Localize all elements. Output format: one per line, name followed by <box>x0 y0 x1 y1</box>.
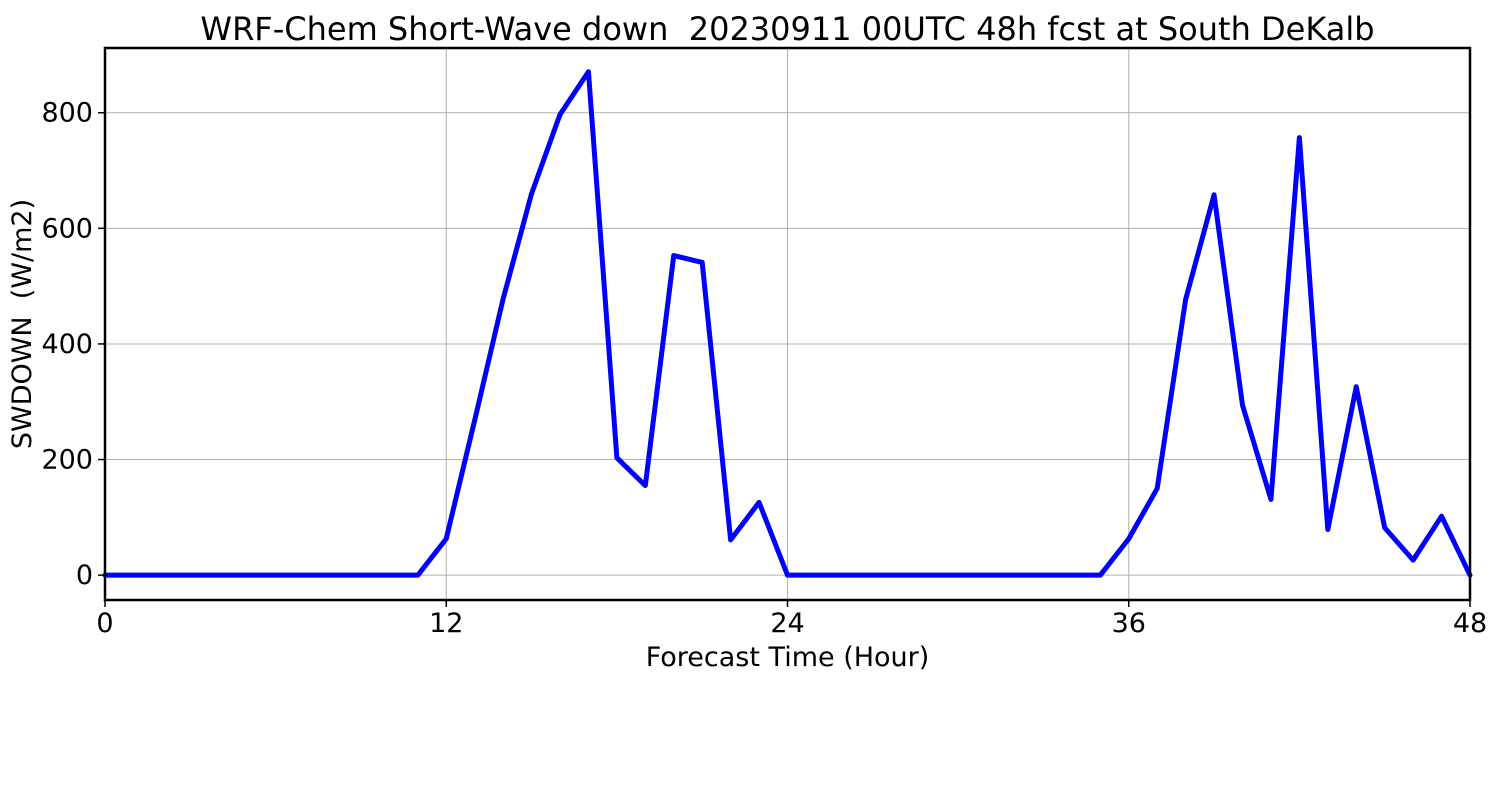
y-axis-label: SWDOWN (W/m2) <box>7 199 38 449</box>
x-tick-label: 36 <box>1112 608 1146 639</box>
chart-title: WRF-Chem Short-Wave down 20230911 00UTC … <box>200 10 1374 48</box>
axis-ticks: 0 12 24 36 48 0 200 400 600 800 <box>41 98 1487 639</box>
x-axis-label: Forecast Time (Hour) <box>646 642 930 673</box>
x-tick-label: 0 <box>96 608 113 639</box>
y-tick-label: 600 <box>41 213 93 244</box>
y-tick-label: 800 <box>41 98 93 129</box>
x-tick-label: 12 <box>429 608 463 639</box>
x-tick-label: 48 <box>1453 608 1487 639</box>
y-tick-label: 200 <box>41 445 93 476</box>
x-tick-label: 24 <box>770 608 804 639</box>
grid-lines <box>104 48 1471 600</box>
y-tick-label: 0 <box>76 560 93 591</box>
series-layer <box>102 69 1473 578</box>
y-tick-label: 400 <box>41 329 93 360</box>
series-line-0 <box>102 69 1473 578</box>
